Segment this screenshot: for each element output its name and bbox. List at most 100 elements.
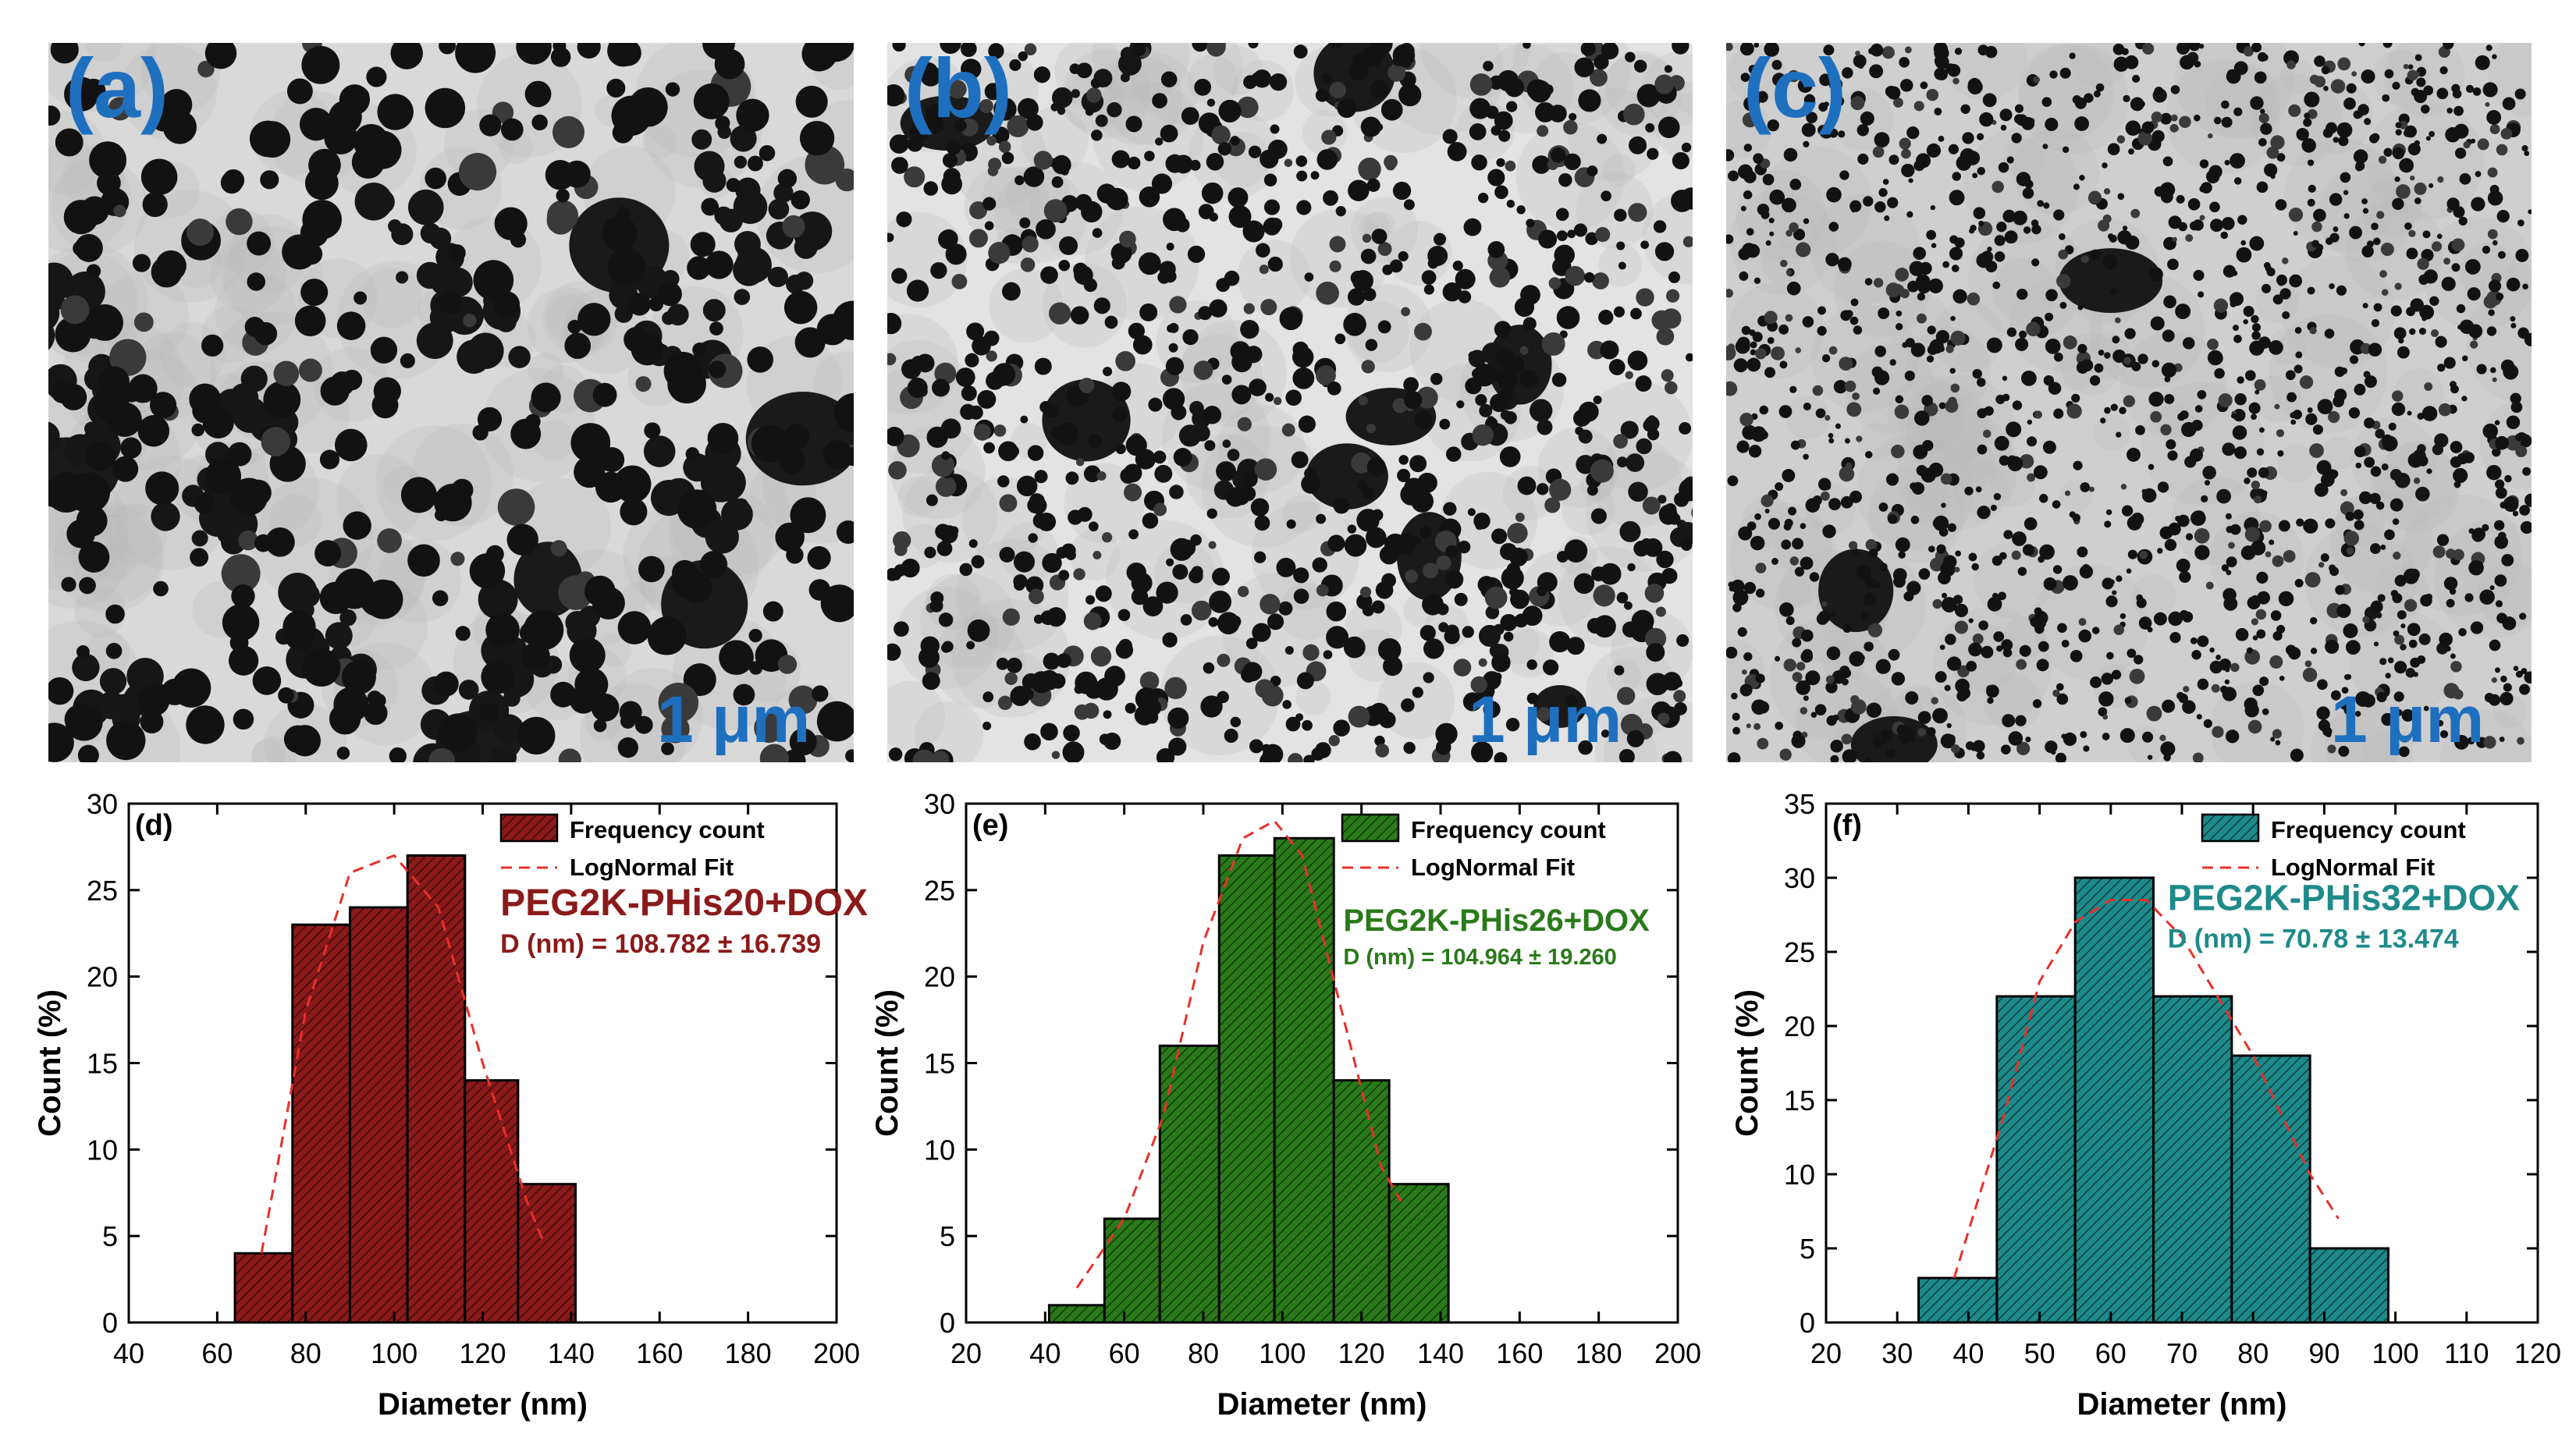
tem-particle	[2514, 433, 2523, 442]
tem-particle	[1979, 112, 1994, 127]
tem-shading	[932, 614, 1026, 708]
x-tick-label: 120	[1338, 1337, 1385, 1369]
tem-particle	[86, 304, 123, 341]
tem-particle	[1138, 252, 1161, 275]
tem-particle	[1782, 469, 1796, 482]
tem-shading	[1042, 263, 1127, 348]
y-tick-label: 30	[1784, 862, 1815, 894]
tem-particle	[2282, 257, 2289, 264]
tem-particle	[1778, 405, 1793, 418]
tem-particle	[1981, 645, 1994, 659]
tem-particle	[1987, 247, 1992, 252]
tem-shading	[2284, 138, 2398, 252]
y-tick-label: 25	[87, 875, 118, 907]
tem-particle	[833, 392, 854, 433]
tem-particle	[982, 691, 994, 703]
tem-particle	[1726, 381, 1738, 396]
tem-particle	[2074, 97, 2087, 109]
tem-particle	[1090, 646, 1112, 667]
tem-particle	[2311, 240, 2320, 248]
tem-particle	[2098, 707, 2108, 717]
tem-particle	[1058, 570, 1070, 581]
tem-particle	[1899, 289, 1910, 299]
tem-particle	[2002, 393, 2010, 402]
tem-particle	[2110, 403, 2118, 411]
tem-particle	[1270, 124, 1280, 134]
tem-particle	[2375, 501, 2385, 510]
tem-particle	[2487, 229, 2498, 240]
tem-particle	[2368, 343, 2382, 357]
tem-particle	[1640, 240, 1650, 250]
tem-particle	[1256, 243, 1270, 258]
tem-particle	[1115, 443, 1126, 455]
tem-particle	[1043, 199, 1068, 223]
tem-particle	[1398, 455, 1409, 465]
tem-particle	[658, 282, 682, 307]
tem-particle	[300, 279, 329, 307]
tem-particle	[1392, 398, 1408, 414]
tem-particle	[993, 363, 1016, 386]
tem-particle	[1168, 343, 1178, 353]
tem-particle	[2180, 55, 2194, 70]
tem-particle	[1789, 385, 1797, 393]
tem-particle	[1793, 730, 1803, 740]
tem-particle	[1362, 604, 1374, 616]
tem-particle	[298, 358, 322, 382]
tem-particle	[1782, 197, 1796, 213]
tem-particle	[65, 703, 103, 741]
tem-particle	[2016, 659, 2027, 670]
tem-particle	[272, 390, 297, 416]
tem-particle	[692, 342, 708, 358]
tem-particle	[1132, 43, 1146, 56]
tem-particle	[1899, 731, 1911, 744]
tem-particle	[1968, 552, 1977, 562]
tem-particle	[79, 577, 96, 595]
tem-particle	[1653, 220, 1667, 233]
tem-particle	[1144, 151, 1155, 162]
tem-particle	[1357, 480, 1368, 491]
tem-particle	[1987, 697, 1994, 705]
tem-particle	[577, 303, 611, 336]
tem-shading	[1726, 100, 1772, 158]
tem-particle	[1746, 723, 1751, 729]
tem-particle	[1447, 141, 1467, 162]
tem-particle	[2170, 114, 2178, 122]
tem-particle	[2154, 87, 2164, 96]
tem-particle	[2093, 90, 2101, 98]
tem-particle	[1128, 156, 1141, 170]
tem-particle	[1103, 367, 1113, 377]
tem-particle	[1962, 132, 1974, 144]
tem-particle	[2290, 748, 2304, 762]
tem-particle	[1444, 628, 1460, 644]
tem-particle	[1490, 393, 1508, 413]
tem-particle	[2012, 531, 2027, 546]
tem-particle	[1907, 280, 1919, 293]
tem-particle	[922, 672, 940, 690]
tem-particle	[2122, 225, 2128, 231]
tem-particle	[1793, 228, 1806, 241]
tem-particle	[994, 98, 1013, 117]
tem-particle	[1927, 325, 1936, 335]
tem-particle	[592, 382, 617, 407]
tem-particle	[2090, 676, 2102, 688]
tem-particle	[2185, 234, 2194, 243]
tem-particle	[1929, 339, 1944, 354]
tem-particle	[433, 671, 459, 697]
tem-particle	[1374, 735, 1385, 747]
tem-particle	[2340, 488, 2348, 496]
tem-particle	[2330, 690, 2341, 701]
tem-particle	[525, 44, 544, 62]
tem-particle	[2203, 719, 2212, 728]
tem-particle	[2294, 578, 2304, 588]
tem-particle	[2011, 133, 2022, 144]
tem-particle	[2055, 752, 2067, 762]
tem-particle	[2258, 112, 2269, 123]
tem-particle	[1898, 551, 1906, 559]
tem-particle	[1726, 149, 1735, 162]
tem-particle	[2422, 230, 2431, 239]
tem-particle	[400, 477, 437, 513]
tem-particle	[2057, 623, 2067, 634]
tem-particle	[2483, 736, 2496, 749]
tem-shading	[2282, 255, 2396, 369]
tem-particle	[1360, 116, 1381, 137]
